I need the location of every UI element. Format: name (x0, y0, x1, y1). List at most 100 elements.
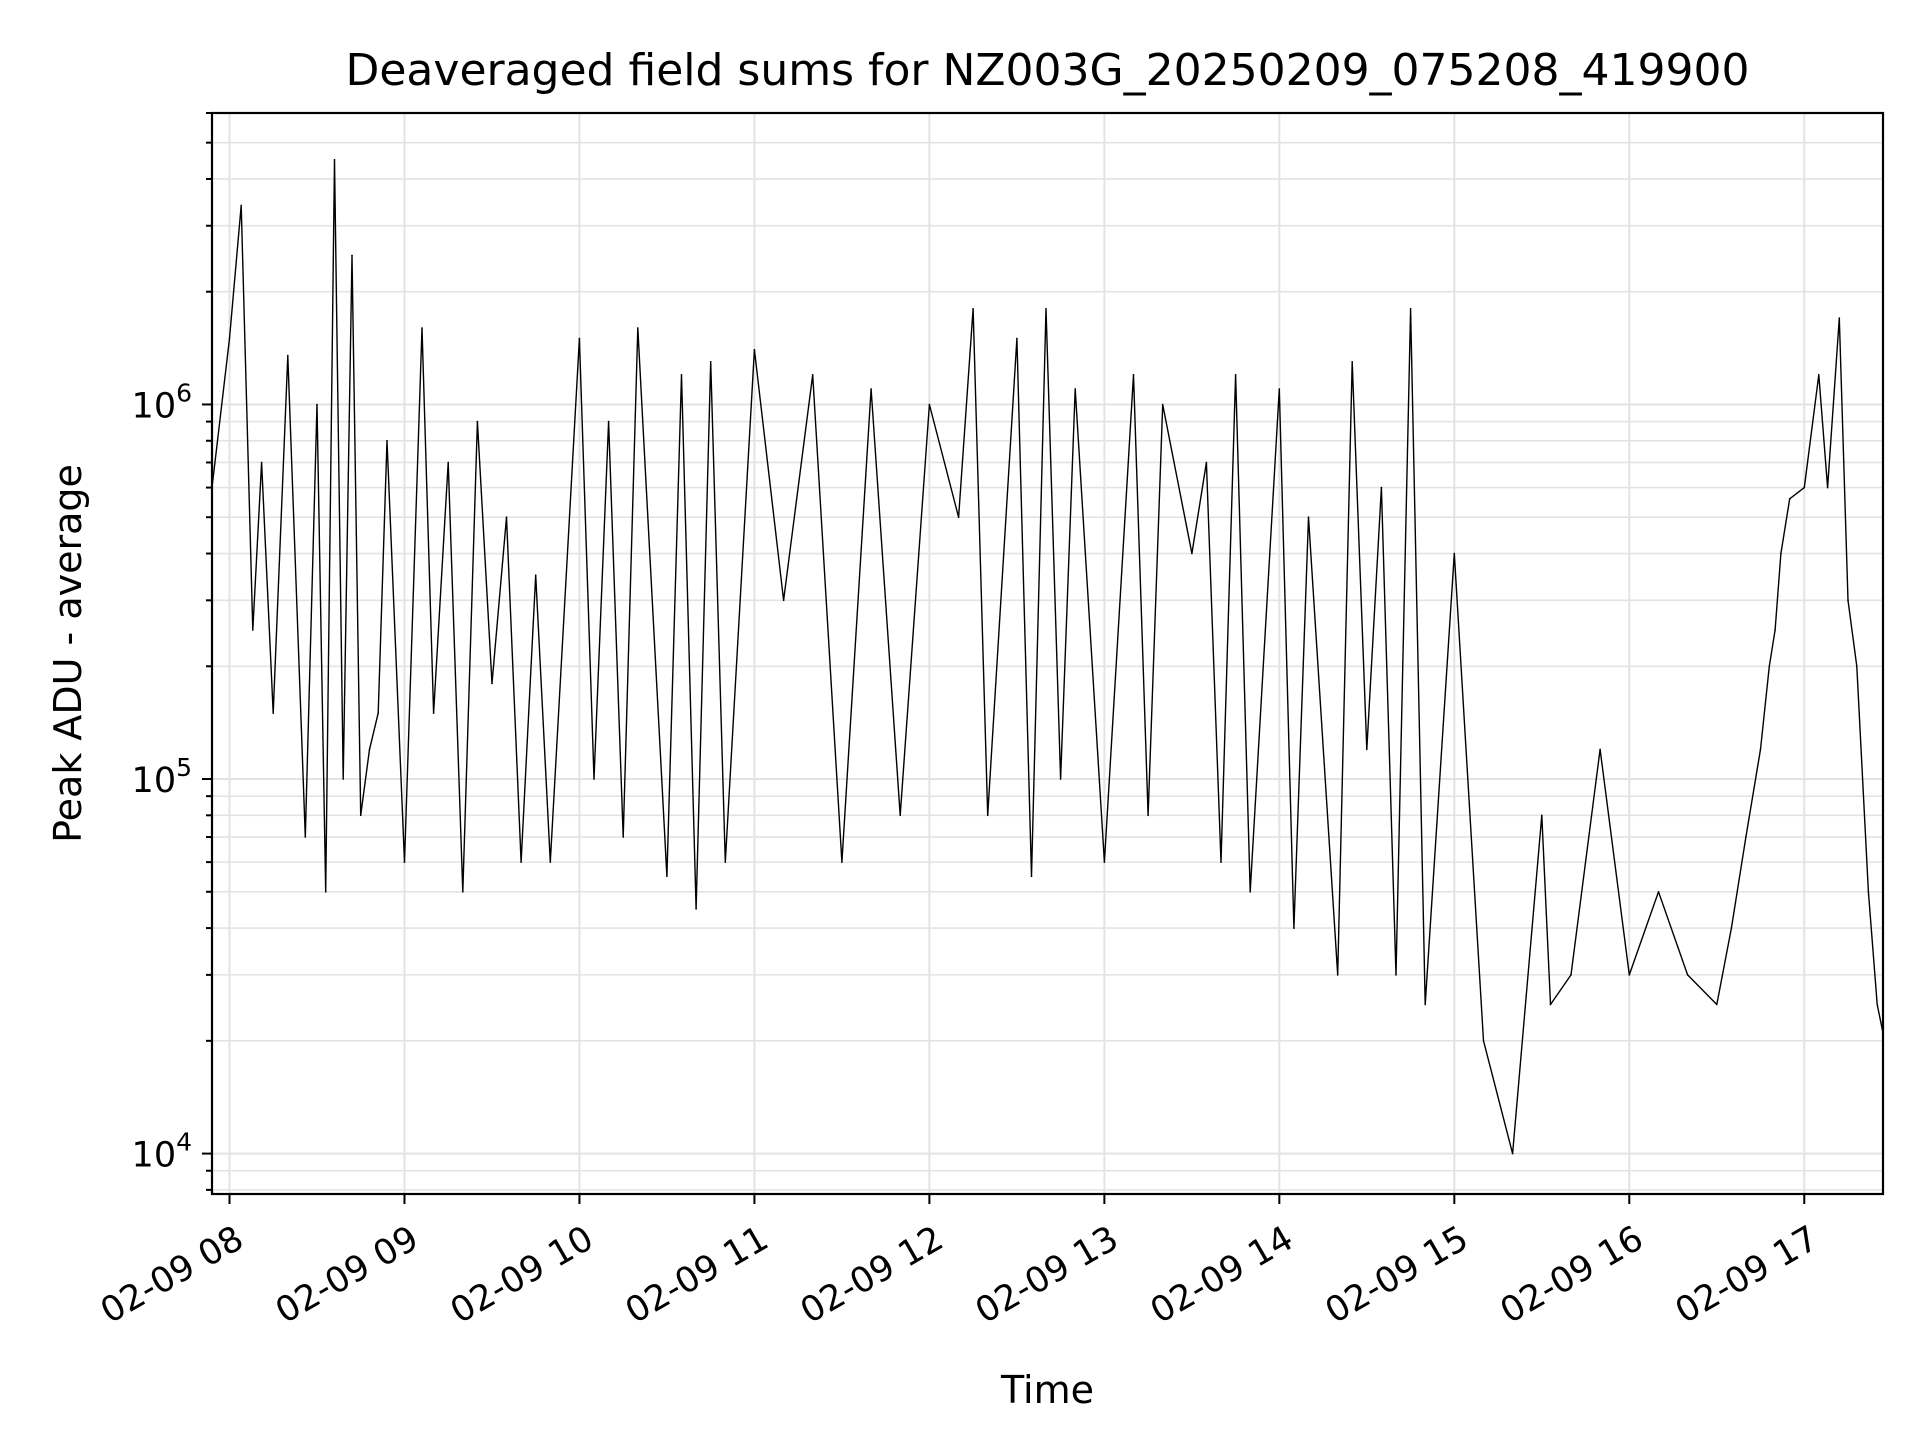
data-point (1759, 748, 1762, 751)
data-point (403, 861, 406, 863)
data-point (1541, 814, 1543, 817)
data-point (782, 599, 785, 602)
data-point (359, 814, 362, 817)
data-point (272, 712, 275, 714)
x-tick-label: 02-09 09 (269, 1219, 425, 1332)
data-point (386, 440, 388, 442)
data-point (1103, 861, 1106, 863)
data-point (1045, 308, 1047, 310)
data-point (462, 891, 464, 893)
data-point (351, 254, 353, 257)
data-point (1249, 891, 1251, 893)
data-point (549, 861, 552, 863)
y-tick-base: 10 (132, 1136, 177, 1176)
data-point (1220, 861, 1222, 863)
data-point (1716, 1003, 1718, 1006)
data-point (666, 875, 668, 878)
data-point (811, 374, 814, 376)
y-tick-base: 10 (132, 761, 177, 801)
y-tick-base: 10 (132, 386, 177, 426)
data-point (724, 861, 727, 863)
data-point (1511, 1152, 1514, 1155)
data-point (252, 629, 254, 631)
data-point (607, 420, 610, 423)
data-point (870, 388, 872, 390)
data-point (899, 814, 901, 817)
data-point (287, 354, 289, 357)
y-tick-exponent: 4 (176, 1128, 192, 1157)
data-point (1191, 552, 1193, 555)
data-point (1336, 974, 1339, 976)
y-tick-exponent: 5 (176, 753, 192, 782)
data-point (368, 748, 371, 751)
data-point (1838, 317, 1841, 319)
data-point (593, 778, 595, 780)
data-point (505, 516, 508, 518)
data-point (986, 814, 989, 817)
data-point (1234, 374, 1237, 376)
data-point (1847, 599, 1849, 602)
data-point (324, 891, 327, 893)
data-point (753, 348, 756, 351)
x-tick-label: 02-09 13 (969, 1219, 1125, 1332)
data-point (260, 461, 263, 464)
data-point (1482, 1040, 1485, 1042)
data-point (1803, 486, 1806, 489)
data-point (1549, 1003, 1552, 1006)
data-point (342, 778, 345, 780)
series-line (211, 159, 1884, 1155)
data-point (1818, 374, 1820, 376)
data-point (695, 908, 697, 910)
data-point (491, 682, 493, 685)
data-point (421, 327, 423, 329)
data-point (1657, 891, 1660, 893)
data-point (316, 403, 318, 406)
data-point (1686, 974, 1689, 976)
x-tick-label: 02-09 08 (94, 1219, 250, 1332)
data-point (1788, 498, 1791, 500)
data-point (1161, 403, 1164, 406)
data-point (447, 461, 450, 464)
data-point (228, 337, 231, 340)
data-point (1570, 974, 1572, 976)
data-point (1826, 486, 1829, 489)
data-point (1856, 665, 1858, 668)
x-axis-label: Time (1000, 1368, 1094, 1412)
y-tick-exponent: 6 (176, 378, 192, 407)
data-point (534, 574, 537, 576)
data-point (520, 861, 522, 863)
data-point (972, 308, 974, 310)
data-point (1424, 1003, 1426, 1006)
data-point (1307, 516, 1310, 518)
data-point (1876, 1003, 1878, 1006)
data-point (1409, 308, 1412, 310)
data-point (1059, 778, 1062, 780)
data-point (1016, 337, 1018, 340)
data-point (1453, 552, 1456, 555)
data-point (1745, 836, 1747, 838)
data-point (928, 403, 931, 406)
x-tick-label: 02-09 16 (1494, 1219, 1650, 1332)
data-point (432, 712, 435, 714)
data-point (333, 159, 336, 161)
y-tick-label: 105 (132, 753, 192, 801)
x-tick-label: 02-09 15 (1319, 1219, 1475, 1332)
data-point (1366, 748, 1368, 751)
data-point (1147, 814, 1149, 817)
data-point (841, 861, 843, 863)
data-point (1380, 486, 1383, 489)
y-tick-label: 106 (132, 378, 192, 426)
chart-title: Deaveraged field sums for NZ003G_2025020… (345, 45, 1749, 96)
data-point (680, 374, 683, 376)
x-tick-label: 02-09 10 (444, 1219, 600, 1332)
data-point (1768, 665, 1771, 668)
x-tick-label: 02-09 12 (794, 1219, 950, 1332)
data-point (709, 361, 712, 363)
data-point (1351, 361, 1353, 363)
data-point (1074, 388, 1076, 390)
data-point (1628, 974, 1631, 976)
data-point (476, 420, 479, 423)
data-point (1395, 974, 1397, 976)
